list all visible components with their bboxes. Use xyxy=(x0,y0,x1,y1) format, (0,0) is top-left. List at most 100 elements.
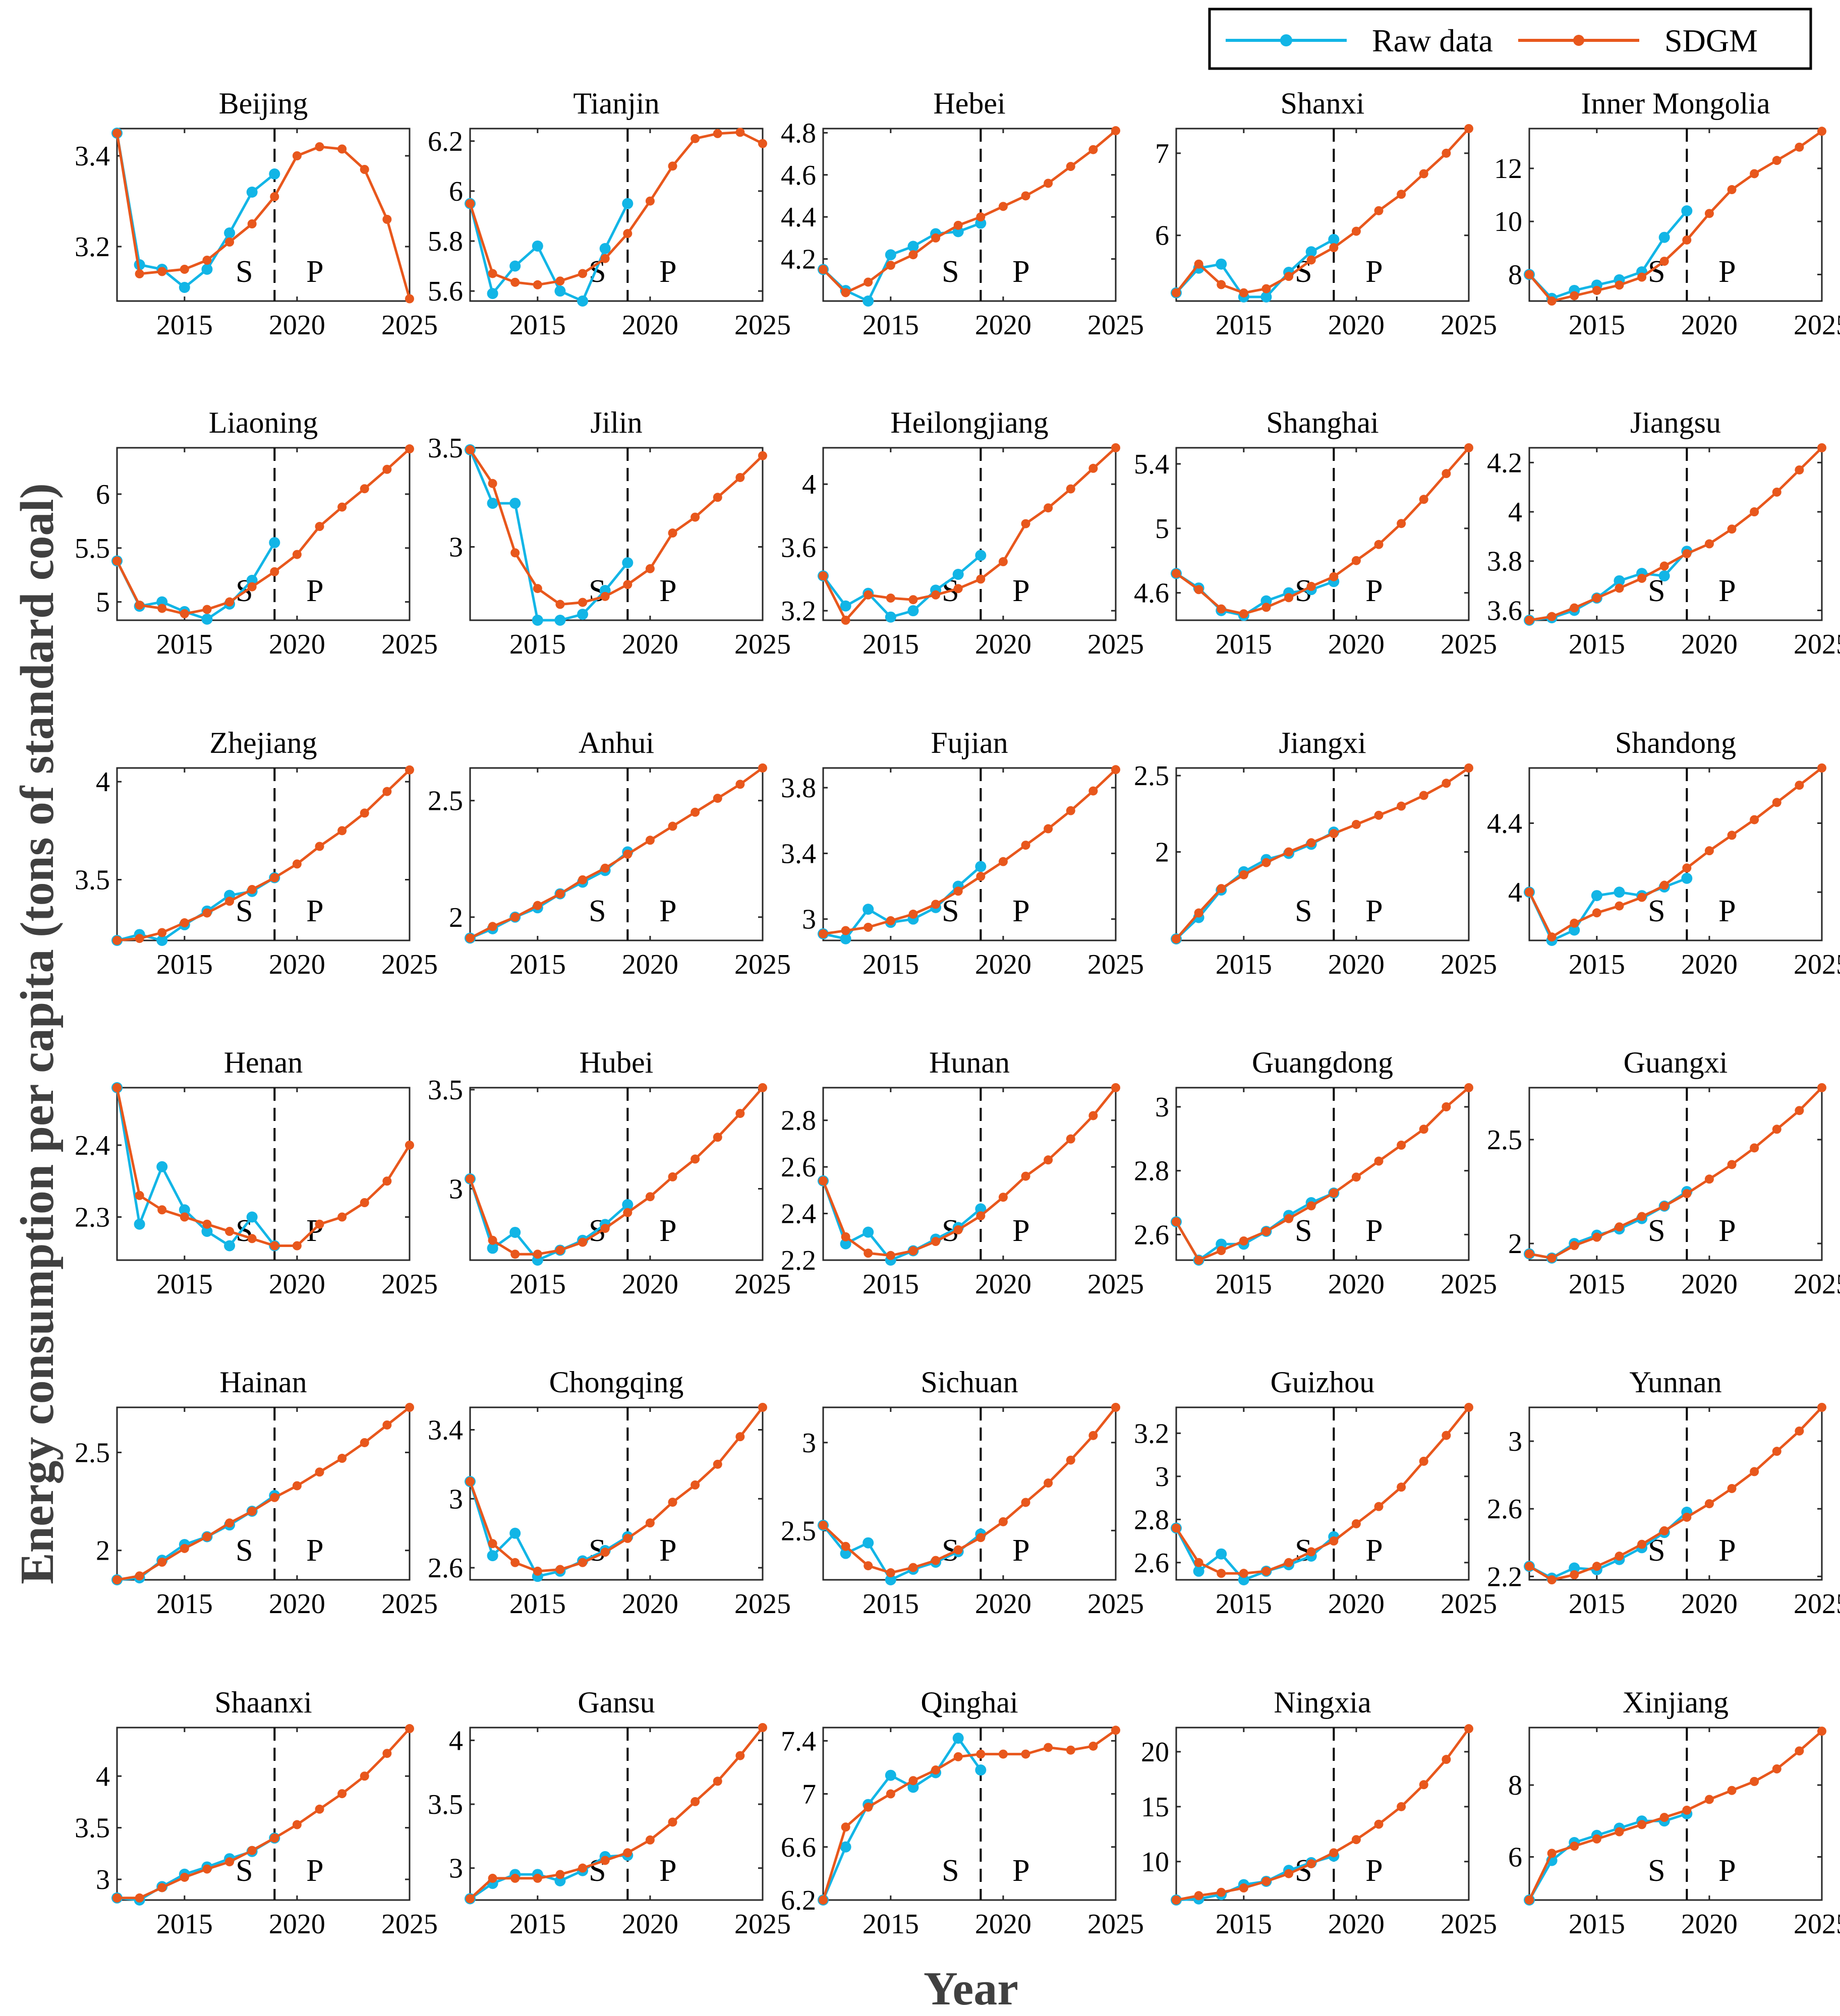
y-tick-label: 4 xyxy=(96,766,110,798)
point-raw xyxy=(599,243,611,254)
point-sdgm xyxy=(270,192,279,201)
point-sdgm xyxy=(1066,806,1075,815)
panel-qinghai: Qinghai 2015 2020 2025 6.2 6.6 7 7.4 S P xyxy=(781,1686,1144,1940)
axes-box xyxy=(116,1406,411,1581)
point-sdgm xyxy=(931,1765,941,1775)
point-sdgm xyxy=(1727,185,1737,195)
point-sdgm xyxy=(953,220,963,230)
x-tick-label: 2020 xyxy=(975,1909,1031,1940)
point-raw xyxy=(201,613,213,625)
point-sdgm xyxy=(180,1544,189,1553)
point-raw xyxy=(1614,575,1625,586)
point-sdgm xyxy=(1194,1891,1203,1901)
region-label-p: P xyxy=(1718,1533,1736,1568)
point-sdgm xyxy=(841,1822,850,1832)
point-sdgm xyxy=(1615,1222,1624,1232)
axes-box xyxy=(822,128,1117,302)
panel-title: Shanxi xyxy=(1281,87,1365,120)
panel-title: Chongqing xyxy=(549,1366,684,1399)
point-sdgm xyxy=(735,1109,745,1118)
point-sdgm xyxy=(1750,1467,1759,1476)
region-label-p: P xyxy=(1012,255,1029,289)
y-tick-label: 2.6 xyxy=(781,1152,816,1183)
panel-jiangsu: Jiangsu2015202020253.63.844.2SP xyxy=(1487,406,1840,660)
series-sdgm xyxy=(466,1083,767,1259)
point-sdgm xyxy=(819,1176,828,1185)
point-raw xyxy=(885,249,896,261)
x-tick-label: 2020 xyxy=(269,1909,325,1940)
point-sdgm xyxy=(112,129,122,138)
axes-box xyxy=(1175,447,1470,621)
x-tick-label: 2020 xyxy=(1681,1909,1738,1940)
axes-box xyxy=(116,1087,411,1261)
region-label-s: S xyxy=(236,1533,253,1568)
point-sdgm xyxy=(623,580,632,589)
point-sdgm xyxy=(1727,1786,1737,1795)
point-sdgm xyxy=(1704,209,1714,218)
point-sdgm xyxy=(578,875,588,884)
point-sdgm xyxy=(1442,1102,1451,1111)
point-sdgm xyxy=(908,1776,918,1786)
point-sdgm xyxy=(1525,887,1534,897)
point-sdgm xyxy=(976,1211,986,1221)
x-tick-label: 2015 xyxy=(1569,949,1625,980)
x-tick-label: 2020 xyxy=(622,949,678,980)
axes-box xyxy=(116,1727,411,1901)
point-sdgm xyxy=(315,522,324,531)
legend-label-sdgm: SDGM xyxy=(1664,23,1758,58)
point-raw xyxy=(224,1240,236,1252)
point-raw xyxy=(509,498,521,509)
y-tick-label: 4.6 xyxy=(1134,578,1169,609)
series-sdgm xyxy=(112,1083,414,1251)
point-sdgm xyxy=(1659,257,1669,266)
y-tick-label: 3.8 xyxy=(781,773,816,804)
point-sdgm xyxy=(1727,524,1737,534)
point-sdgm xyxy=(555,889,565,899)
x-tick-label: 2020 xyxy=(1681,949,1738,980)
y-tick-label: 5.8 xyxy=(428,226,463,257)
point-sdgm xyxy=(864,277,873,287)
point-raw xyxy=(201,264,213,275)
point-sdgm xyxy=(488,479,497,488)
point-raw xyxy=(952,1733,964,1744)
point-raw xyxy=(487,1550,498,1562)
point-sdgm xyxy=(713,1133,722,1142)
axes-box xyxy=(1175,1406,1470,1581)
point-sdgm xyxy=(1239,1883,1248,1893)
point-sdgm xyxy=(1261,284,1271,293)
axes-box xyxy=(116,128,411,302)
point-sdgm xyxy=(1066,484,1075,494)
point-sdgm xyxy=(1111,1726,1120,1735)
point-sdgm xyxy=(1044,824,1053,834)
point-sdgm xyxy=(1615,1552,1624,1561)
point-sdgm xyxy=(1021,191,1030,201)
y-tick-label: 3.2 xyxy=(781,596,816,627)
y-tick-label: 6.6 xyxy=(781,1832,816,1863)
series-sdgm xyxy=(1525,1403,1826,1584)
x-tick-label: 2025 xyxy=(1441,1269,1497,1300)
panel-title: Fujian xyxy=(931,726,1008,759)
point-sdgm xyxy=(466,1894,475,1904)
y-tick-label: 2.4 xyxy=(781,1199,816,1230)
point-sdgm xyxy=(758,763,767,773)
point-sdgm xyxy=(1351,819,1361,829)
y-tick-label: 2.3 xyxy=(75,1202,110,1233)
point-sdgm xyxy=(1217,1887,1226,1897)
point-raw xyxy=(1658,570,1670,582)
y-tick-label: 3 xyxy=(802,904,816,935)
point-sdgm xyxy=(135,1893,144,1903)
point-sdgm xyxy=(1261,1566,1271,1576)
x-tick-label: 2025 xyxy=(381,949,438,980)
panel-title: Jilin xyxy=(590,406,642,439)
region-label-s: S xyxy=(1648,894,1665,928)
y-tick-label: 4 xyxy=(1508,497,1522,528)
point-sdgm xyxy=(360,1198,369,1207)
point-sdgm xyxy=(1525,1249,1534,1259)
region-label-p: P xyxy=(1365,574,1383,608)
x-tick-label: 2015 xyxy=(156,1909,213,1940)
point-sdgm xyxy=(668,161,677,171)
x-tick-label: 2015 xyxy=(1569,310,1625,341)
point-sdgm xyxy=(202,908,212,918)
